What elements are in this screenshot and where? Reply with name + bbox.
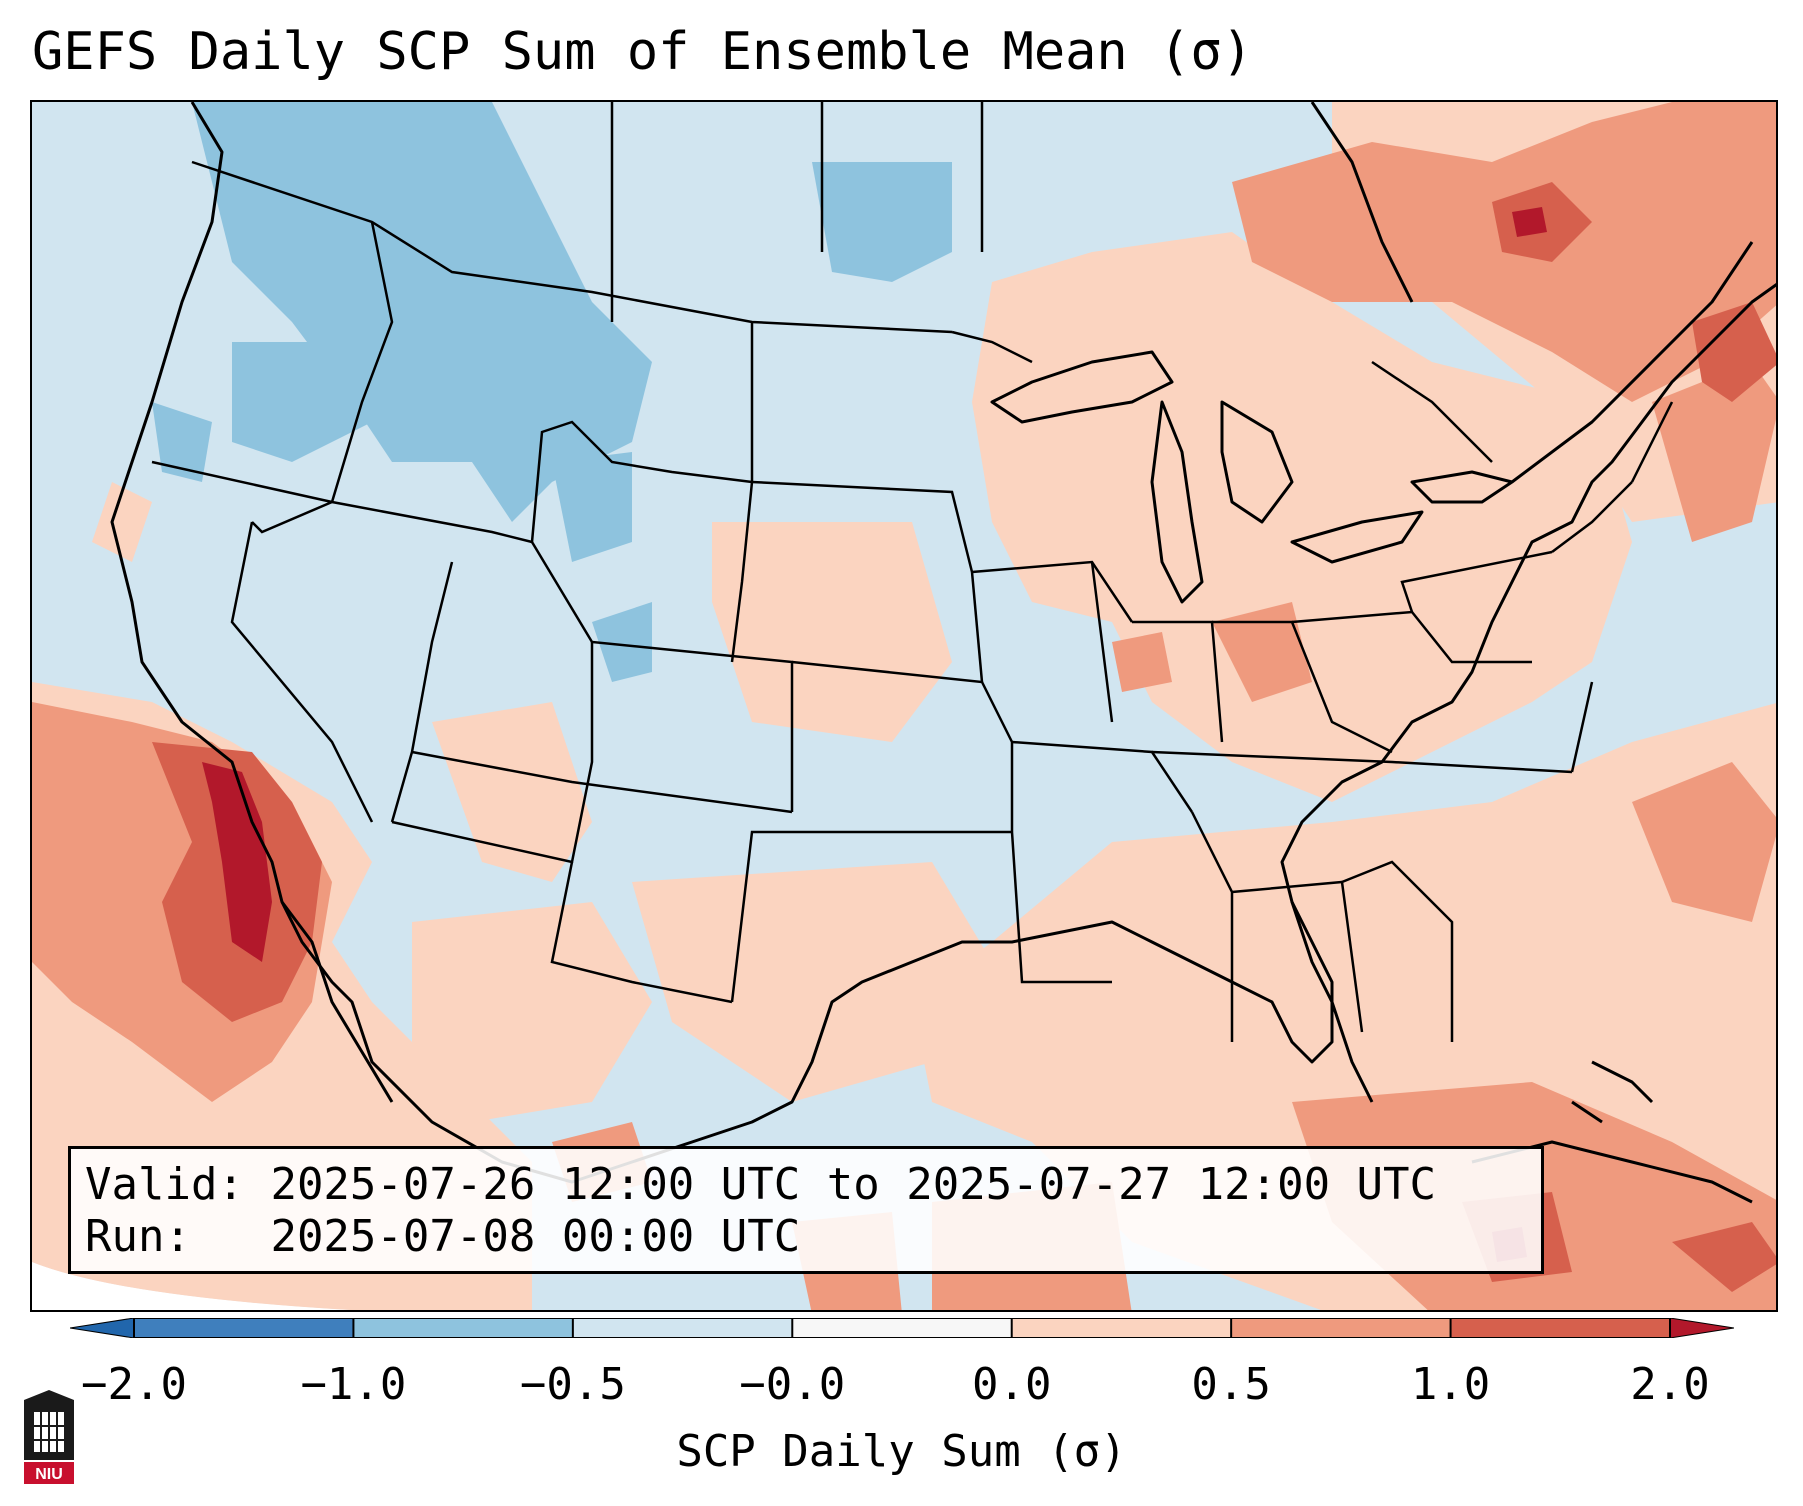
validity-info-box: Valid: 2025-07-26 12:00 UTC to 2025-07-2…: [68, 1146, 1544, 1274]
run-row: Run: 2025-07-08 00:00 UTC: [85, 1211, 1527, 1263]
baja-california: [280, 901, 394, 1103]
run-label: Run:: [85, 1211, 191, 1262]
map-panel: Valid: 2025-07-26 12:00 UTC to 2025-07-2…: [30, 100, 1778, 1312]
colorbar: [69, 1317, 1735, 1339]
colorbar-tick-label: −2.0: [81, 1359, 187, 1410]
valid-label: Valid:: [85, 1159, 244, 1210]
florida: [1290, 901, 1374, 1103]
hudson-bay-coast: [1310, 102, 1414, 303]
great-lakes-superior: [990, 350, 1174, 424]
great-lakes-ontario: [1410, 470, 1514, 504]
map-canvas: [32, 102, 1776, 1310]
colorbar-bin: [1011, 1318, 1232, 1338]
niu-logo-icon: NIU: [24, 1390, 74, 1484]
us-west-coast: [110, 102, 1776, 1184]
projection-corner: [32, 1262, 351, 1310]
colorbar-tick-label: 1.0: [1410, 1359, 1491, 1410]
colorbar-bin: [353, 1318, 573, 1338]
valid-row: Valid: 2025-07-26 12:00 UTC to 2025-07-2…: [85, 1159, 1527, 1211]
colorbar-extend-min: [69, 1317, 135, 1339]
colorbar-tick-label: 2.0: [1630, 1359, 1710, 1410]
colorbar-label: SCP Daily Sum (σ): [676, 1426, 1127, 1477]
great-lakes-michigan: [1150, 400, 1204, 604]
st-lawrence: [1511, 241, 1754, 484]
valid-value: 2025-07-26 12:00 UTC to 2025-07-27 12:00…: [270, 1159, 1437, 1210]
colorbar-bin: [792, 1318, 1012, 1338]
chart-title: GEFS Daily SCP Sum of Ensemble Mean (σ): [32, 22, 1253, 82]
niu-logo: NIU: [20, 1390, 78, 1486]
colorbar-bin: [572, 1318, 793, 1338]
anomaly-negative-medium: [152, 102, 952, 682]
colorbar-tick-label: −0.0: [739, 1359, 846, 1410]
colorbar-tick-label: −1.0: [300, 1359, 407, 1410]
run-value: 2025-07-08 00:00 UTC: [270, 1211, 801, 1262]
colorbar-svg: [69, 1317, 1735, 1339]
colorbar-bin: [134, 1318, 354, 1338]
colorbar-tick-label: 0.0: [971, 1359, 1052, 1410]
great-lakes-huron: [1220, 400, 1294, 524]
colorbar-bin: [1231, 1318, 1451, 1338]
colorbar-bin: [1450, 1318, 1670, 1338]
state-borders: [151, 102, 1674, 1042]
colorbar-tick-label: 0.5: [1191, 1359, 1271, 1410]
great-lakes-erie: [1290, 510, 1424, 564]
colorbar-tick-labels: −2.0 −1.0 −0.5 −0.0 0.0 0.5 1.0 2.0: [0, 1360, 1803, 1410]
colorbar-extend-max: [1669, 1317, 1735, 1339]
bahamas: [1571, 1060, 1654, 1124]
colorbar-tick-label: −0.5: [519, 1359, 626, 1410]
logo-text: NIU: [35, 1466, 63, 1483]
